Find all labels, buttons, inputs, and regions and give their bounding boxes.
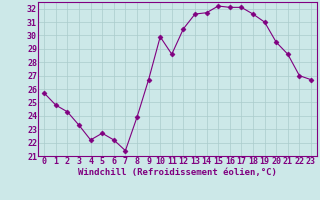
X-axis label: Windchill (Refroidissement éolien,°C): Windchill (Refroidissement éolien,°C) xyxy=(78,168,277,177)
